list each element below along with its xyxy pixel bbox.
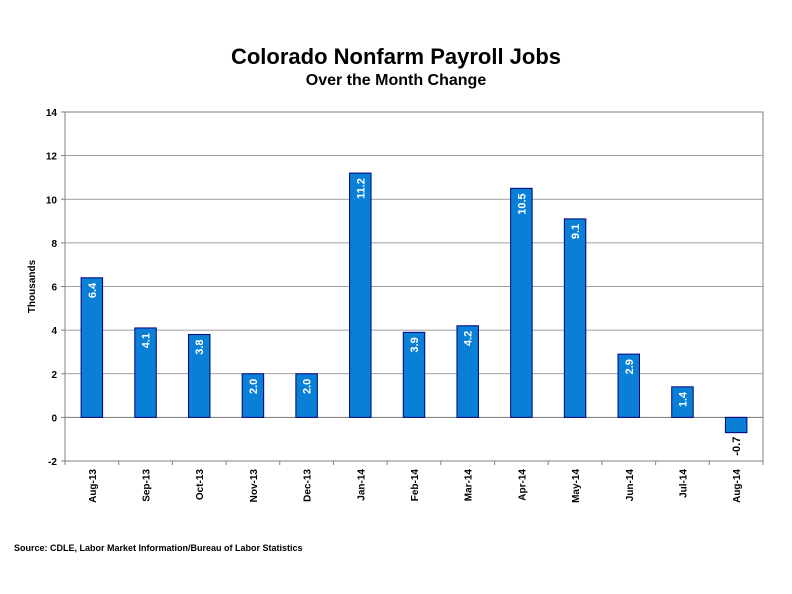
- data-label: 3.8: [194, 339, 206, 354]
- data-label: 2.9: [624, 359, 636, 374]
- y-axis-label: Thousands: [27, 259, 38, 313]
- data-label: 2.0: [302, 379, 314, 394]
- y-tick-label: 2: [51, 370, 57, 381]
- data-label: 3.9: [409, 337, 421, 352]
- y-tick-label: 8: [51, 239, 57, 250]
- x-tick-label: Mar-14: [464, 469, 475, 502]
- x-tick-label: May-14: [571, 469, 582, 503]
- bar: [510, 187, 533, 418]
- bar: [671, 386, 694, 418]
- x-tick-label: Feb-14: [410, 469, 421, 502]
- data-label: 6.4: [87, 282, 99, 298]
- y-tick-label: 6: [51, 283, 57, 294]
- x-tick-label: Jun-14: [625, 469, 636, 502]
- bar: [349, 172, 372, 418]
- bar: [241, 373, 265, 418]
- x-tick-label: Oct-13: [195, 469, 206, 501]
- x-tick-label: Nov-13: [249, 469, 260, 503]
- y-tick-label: -2: [48, 457, 57, 468]
- data-label: 4.2: [463, 331, 475, 346]
- x-tick-label: Aug-13: [88, 469, 99, 503]
- bar: [187, 333, 211, 418]
- data-label: 9.1: [570, 224, 582, 239]
- y-tick-label: 10: [46, 195, 58, 206]
- chart-subtitle: Over the Month Change: [305, 72, 487, 89]
- data-label: 10.5: [516, 193, 528, 214]
- x-tick-label: Dec-13: [303, 469, 314, 502]
- y-tick-label: 14: [46, 108, 58, 119]
- bar: [617, 353, 641, 418]
- bar: [563, 218, 587, 418]
- bar: [80, 277, 104, 418]
- y-tick-label: 12: [46, 152, 58, 163]
- chart-title: Colorado Nonfarm Payroll Jobs: [230, 44, 562, 69]
- data-label: -0.7: [731, 437, 743, 456]
- bar: [724, 416, 748, 434]
- x-tick-label: Jul-14: [678, 469, 689, 498]
- source-note: Source: CDLE, Labor Market Information/B…: [14, 543, 303, 553]
- bar: [402, 331, 426, 418]
- bar: [295, 373, 318, 418]
- bar: [134, 327, 157, 418]
- x-tick-label: Jan-14: [356, 469, 367, 501]
- x-tick-label: Apr-14: [517, 469, 528, 501]
- x-tick-label: Aug-14: [732, 469, 743, 503]
- bar: [456, 325, 479, 418]
- data-label: 1.4: [677, 391, 689, 407]
- data-label: 2.0: [248, 379, 260, 394]
- data-label: 11.2: [355, 178, 367, 199]
- x-tick-label: Sep-13: [142, 469, 153, 502]
- y-tick-label: 4: [51, 326, 57, 337]
- data-label: 4.1: [141, 333, 153, 348]
- y-tick-label: 0: [51, 413, 57, 424]
